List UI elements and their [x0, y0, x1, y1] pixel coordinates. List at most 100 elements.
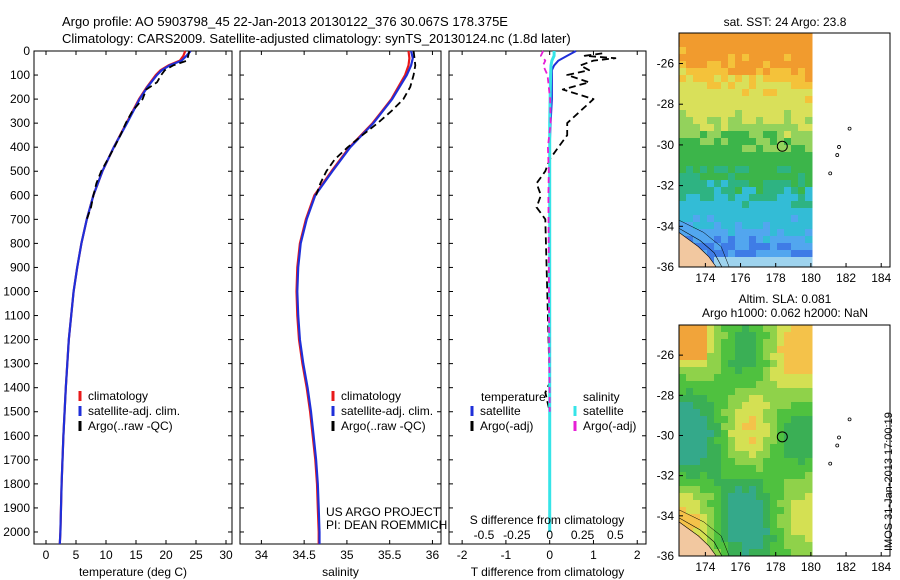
map-cell — [721, 187, 729, 195]
map-cell — [728, 82, 736, 90]
map-cell — [784, 187, 792, 195]
map-cell — [721, 416, 729, 424]
map-cell — [777, 180, 785, 188]
map-cell — [700, 131, 708, 139]
map-cell — [707, 437, 715, 445]
map-cell — [805, 472, 813, 480]
y-tick-label: 1100 — [4, 309, 30, 323]
map-cell — [756, 409, 764, 417]
map-cell — [756, 257, 764, 265]
map-cell — [735, 521, 743, 529]
map-cell — [798, 416, 806, 424]
map-cell — [777, 451, 785, 459]
x-tick-label: -1 — [501, 548, 512, 562]
map-cell — [791, 236, 799, 244]
map-cell — [777, 409, 785, 417]
map-cell — [721, 479, 729, 487]
map-cell — [805, 493, 813, 501]
map-cell — [742, 395, 750, 403]
map-cell — [805, 542, 813, 550]
map-cell — [742, 360, 750, 368]
map-cell — [791, 388, 799, 396]
map-cell — [742, 236, 750, 244]
map-cell — [805, 40, 813, 48]
map-cell — [693, 353, 701, 361]
map-cell — [728, 54, 736, 62]
map-cell — [770, 117, 778, 125]
map-cell — [735, 528, 743, 536]
map-cell — [770, 54, 778, 62]
map-cell — [728, 75, 736, 83]
x-axis-label: temperature (deg C) — [79, 565, 187, 579]
map-cell — [763, 236, 771, 244]
map-cell — [770, 458, 778, 466]
map-cell — [728, 444, 736, 452]
map-cell — [749, 68, 757, 76]
map-cell — [770, 374, 778, 382]
map-cell — [700, 465, 708, 473]
map-cell — [805, 332, 813, 340]
map-cell — [763, 194, 771, 202]
map-cell — [756, 187, 764, 195]
map-cell — [749, 395, 757, 403]
map-cell — [798, 75, 806, 83]
map-cell — [805, 61, 813, 69]
map-cell — [693, 472, 701, 480]
map-cell — [735, 535, 743, 543]
map-cell — [721, 381, 729, 389]
map-cell — [714, 493, 722, 501]
map-cell — [777, 201, 785, 209]
x-tick-label: 10 — [99, 548, 113, 562]
map-cell — [679, 215, 687, 223]
map-cell — [763, 416, 771, 424]
x-tick-label: 20 — [159, 548, 173, 562]
map-cell — [686, 194, 694, 202]
map-cell — [777, 257, 785, 265]
y-tick-label: 0 — [23, 44, 30, 58]
map-cell — [756, 110, 764, 118]
y-tick-label: 700 — [10, 212, 30, 226]
map-cell — [756, 89, 764, 97]
map-cell — [707, 465, 715, 473]
map-cell — [679, 346, 687, 354]
map-cell — [770, 124, 778, 132]
map-cell — [735, 514, 743, 522]
map-cell — [693, 33, 701, 41]
y-tick-label: 1000 — [3, 284, 30, 298]
map-cell — [686, 152, 694, 160]
map-cell — [784, 451, 792, 459]
map-cell — [686, 145, 694, 153]
map-cell — [693, 131, 701, 139]
map-cell — [798, 507, 806, 515]
map-cell — [798, 229, 806, 237]
map-cell — [777, 416, 785, 424]
map-cell — [770, 451, 778, 459]
map-cell — [679, 514, 687, 522]
map-cell — [679, 33, 687, 41]
map-cell — [728, 367, 736, 375]
map-cell — [798, 173, 806, 181]
map-cell — [728, 138, 736, 146]
map-cell — [749, 54, 757, 62]
map-cell — [707, 33, 715, 41]
map-cell — [784, 208, 792, 216]
y-tick-label: 1700 — [3, 453, 30, 467]
map-cell — [777, 444, 785, 452]
map-cell — [763, 360, 771, 368]
map-cell — [763, 159, 771, 167]
map-cell — [784, 465, 792, 473]
map-cell — [679, 451, 687, 459]
map-cell — [763, 152, 771, 160]
series-line-temperature-argo-adj- — [535, 52, 617, 412]
map-cell — [714, 40, 722, 48]
map-cell — [728, 430, 736, 438]
map-cell — [763, 353, 771, 361]
map-cell — [805, 507, 813, 515]
map-cell — [784, 381, 792, 389]
map-cell — [756, 353, 764, 361]
map-cell — [700, 346, 708, 354]
map-cell — [714, 187, 722, 195]
y-tick-label: -36 — [657, 260, 675, 274]
map-cell — [693, 381, 701, 389]
map-cell — [777, 381, 785, 389]
